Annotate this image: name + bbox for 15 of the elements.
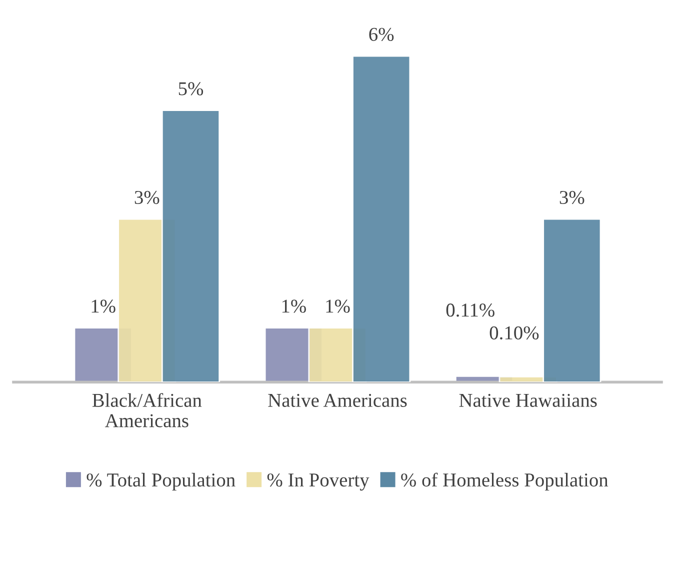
x-tick-label: Native Americans bbox=[268, 394, 407, 407]
legend-label: % Total Population bbox=[86, 472, 236, 491]
x-tick-label: Native Hawaiians bbox=[459, 394, 597, 407]
data-label: 1% bbox=[326, 300, 350, 313]
data-label: 1% bbox=[92, 300, 116, 313]
data-label: 3% bbox=[560, 190, 584, 204]
legend-label: % In Poverty bbox=[267, 473, 370, 491]
data-label: 6% bbox=[369, 28, 394, 41]
data-label: 5% bbox=[178, 82, 204, 96]
legend-label: % of Homeless Population bbox=[401, 472, 608, 491]
data-label: 1% bbox=[282, 300, 306, 313]
data-label: 0.10% bbox=[490, 326, 539, 340]
data-label: 0.11% bbox=[446, 304, 494, 317]
x-tick-label: Black/African Americans bbox=[92, 393, 202, 428]
data-label: 3% bbox=[134, 190, 160, 204]
